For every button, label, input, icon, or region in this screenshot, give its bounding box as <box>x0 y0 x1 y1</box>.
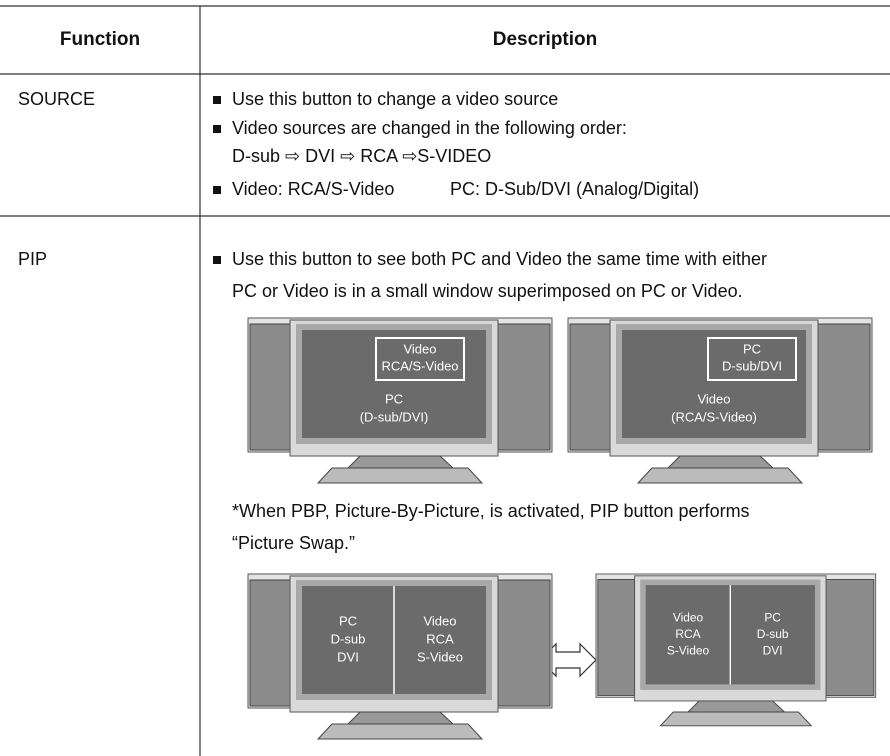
stand-base <box>636 467 804 484</box>
monitor-illustration: Video RCA S-Video PC D-sub DVI <box>595 573 877 727</box>
speaker <box>497 323 551 451</box>
bullet-text: D-sub ⇨ DVI ⇨ RCA ⇨S-VIDEO <box>232 146 491 166</box>
function-name: SOURCE <box>18 89 95 109</box>
screen-label: Video <box>403 341 436 356</box>
screen-label: PC <box>385 391 403 406</box>
screen-label: DVI <box>337 649 359 664</box>
bullet-text: Use this button to see both PC and Video… <box>232 249 767 269</box>
bullet-text: Video: RCA/S-Video <box>232 179 394 199</box>
screen-label: D-sub/DVI <box>722 358 782 373</box>
stand-base <box>316 723 484 740</box>
header-function: Function <box>60 29 140 50</box>
screen-label: (D-sub/DVI) <box>360 409 429 424</box>
bullet-text: PC: D-Sub/DVI (Analog/Digital) <box>450 179 699 199</box>
bullet-text: PC or Video is in a small window superim… <box>232 281 743 301</box>
screen-label: DVI <box>763 643 783 657</box>
screen-label: D-sub <box>757 627 789 641</box>
pip-window <box>707 337 797 381</box>
screen-label: RCA <box>675 627 700 641</box>
speaker <box>497 579 551 707</box>
monitor-illustration: PC D-sub/DVI Video (RCA/S-Video) <box>567 317 873 484</box>
screen-label: PC <box>764 610 781 624</box>
screen <box>622 330 806 438</box>
stand-neck <box>686 700 786 713</box>
bullet <box>213 256 221 264</box>
stand-neck <box>346 711 455 725</box>
screen-label: S-Video <box>667 643 710 657</box>
bullet <box>213 125 221 133</box>
speaker <box>597 579 636 696</box>
speaker <box>817 323 871 451</box>
screen-label: Video <box>697 391 730 406</box>
screen-label: PC <box>339 613 357 628</box>
stand-neck <box>346 455 455 469</box>
screen <box>302 330 486 438</box>
bullet <box>213 96 221 104</box>
screen-label: PC <box>743 341 761 356</box>
stand-neck <box>666 455 775 469</box>
speaker <box>569 323 611 451</box>
note-text: “Picture Swap.” <box>232 533 355 553</box>
screen-label: D-sub <box>331 631 366 646</box>
pip-window <box>375 337 465 381</box>
speaker <box>249 323 291 451</box>
bullet-text: Video sources are changed in the followi… <box>232 118 627 138</box>
monitor-illustration: PC D-sub DVI Video RCA S-Video <box>247 573 553 740</box>
speaker <box>249 579 291 707</box>
bullet <box>213 186 221 194</box>
stand-base <box>659 711 813 727</box>
screen-label: S-Video <box>417 649 463 664</box>
screen-label: RCA/S-Video <box>381 358 458 373</box>
screen-label: (RCA/S-Video) <box>671 409 757 424</box>
screen-label: Video <box>423 613 456 628</box>
screen-label: RCA <box>426 631 454 646</box>
stand-base <box>316 467 484 484</box>
monitor-illustration: Video RCA/S-Video PC (D-sub/DVI) <box>247 317 553 484</box>
bullet-text: Use this button to change a video source <box>232 89 558 109</box>
speaker <box>825 579 875 696</box>
note-text: *When PBP, Picture-By-Picture, is activa… <box>232 501 750 521</box>
function-name: PIP <box>18 249 47 269</box>
screen-label: Video <box>673 610 704 624</box>
header-description: Description <box>493 29 598 50</box>
